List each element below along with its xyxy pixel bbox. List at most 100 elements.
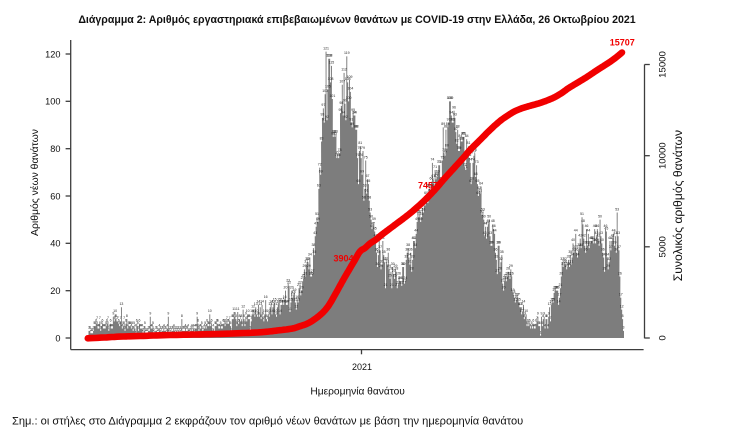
svg-text:15: 15 <box>513 297 517 301</box>
svg-text:37: 37 <box>609 245 613 249</box>
svg-text:6: 6 <box>227 319 229 323</box>
svg-text:100: 100 <box>448 96 454 100</box>
svg-text:2: 2 <box>230 328 232 332</box>
svg-text:24: 24 <box>503 276 507 280</box>
svg-text:9: 9 <box>257 312 259 316</box>
svg-text:5: 5 <box>220 321 222 325</box>
svg-text:24: 24 <box>399 276 403 280</box>
svg-text:3: 3 <box>198 326 200 330</box>
svg-text:36: 36 <box>494 248 498 252</box>
svg-text:75: 75 <box>364 155 368 159</box>
svg-text:7: 7 <box>117 316 119 320</box>
svg-text:8: 8 <box>243 314 245 318</box>
svg-text:85: 85 <box>461 132 465 136</box>
svg-text:6: 6 <box>118 319 120 323</box>
svg-text:2: 2 <box>178 328 180 332</box>
svg-text:62: 62 <box>477 186 481 190</box>
svg-text:37: 37 <box>617 245 621 249</box>
svg-text:4: 4 <box>130 323 132 327</box>
svg-text:3: 3 <box>132 326 134 330</box>
svg-text:3: 3 <box>108 326 110 330</box>
svg-text:119: 119 <box>344 51 350 55</box>
svg-text:51: 51 <box>315 212 319 216</box>
svg-text:8: 8 <box>239 314 241 318</box>
svg-text:53: 53 <box>615 207 619 211</box>
svg-text:13: 13 <box>268 302 272 306</box>
svg-text:2: 2 <box>147 328 149 332</box>
svg-text:85: 85 <box>462 132 466 136</box>
svg-text:4: 4 <box>199 323 201 327</box>
svg-text:63: 63 <box>363 184 367 188</box>
svg-text:108: 108 <box>345 77 351 81</box>
svg-text:6: 6 <box>211 319 213 323</box>
svg-text:9: 9 <box>548 312 550 316</box>
svg-text:4: 4 <box>98 323 100 327</box>
svg-text:20: 20 <box>50 286 60 296</box>
svg-text:29: 29 <box>302 264 306 268</box>
svg-text:42: 42 <box>578 233 582 237</box>
svg-text:4: 4 <box>221 323 223 327</box>
svg-text:4: 4 <box>139 323 141 327</box>
svg-text:15707: 15707 <box>610 38 635 48</box>
svg-text:2: 2 <box>175 328 177 332</box>
svg-text:39: 39 <box>490 241 494 245</box>
svg-text:41: 41 <box>608 236 612 240</box>
svg-text:30: 30 <box>561 262 565 266</box>
svg-text:44: 44 <box>414 229 418 233</box>
svg-text:30: 30 <box>567 262 571 266</box>
svg-text:11: 11 <box>232 307 236 311</box>
svg-text:7: 7 <box>116 316 118 320</box>
svg-text:60: 60 <box>424 191 428 195</box>
svg-text:37: 37 <box>378 245 382 249</box>
svg-text:35: 35 <box>376 250 380 254</box>
svg-text:58: 58 <box>362 196 366 200</box>
svg-text:71: 71 <box>433 165 437 169</box>
svg-text:64: 64 <box>479 181 483 185</box>
svg-text:29: 29 <box>565 264 569 268</box>
svg-text:41: 41 <box>412 236 416 240</box>
svg-text:3: 3 <box>169 326 171 330</box>
svg-text:75: 75 <box>440 155 444 159</box>
svg-text:109: 109 <box>347 75 353 79</box>
svg-text:86: 86 <box>332 129 336 133</box>
svg-text:3: 3 <box>138 326 140 330</box>
svg-text:67: 67 <box>431 174 435 178</box>
svg-text:11: 11 <box>288 307 292 311</box>
svg-text:8: 8 <box>235 314 237 318</box>
svg-text:25: 25 <box>503 274 507 278</box>
svg-text:22: 22 <box>287 281 291 285</box>
svg-text:9: 9 <box>524 312 526 316</box>
svg-text:51: 51 <box>580 212 584 216</box>
svg-text:43: 43 <box>613 231 617 235</box>
svg-text:33: 33 <box>567 255 571 259</box>
svg-text:8: 8 <box>546 314 548 318</box>
svg-text:3: 3 <box>184 326 186 330</box>
svg-text:38: 38 <box>311 243 315 247</box>
svg-text:8: 8 <box>523 314 525 318</box>
svg-text:2: 2 <box>193 328 195 332</box>
svg-text:39: 39 <box>613 241 617 245</box>
svg-text:7: 7 <box>263 316 265 320</box>
svg-text:22: 22 <box>400 281 404 285</box>
svg-text:48: 48 <box>491 219 495 223</box>
svg-text:4: 4 <box>109 323 111 327</box>
svg-text:50: 50 <box>369 214 373 218</box>
svg-text:42: 42 <box>611 233 615 237</box>
svg-text:98: 98 <box>339 101 343 105</box>
svg-text:33: 33 <box>411 255 415 259</box>
svg-text:25: 25 <box>393 274 397 278</box>
svg-text:6: 6 <box>136 319 138 323</box>
svg-text:42: 42 <box>374 233 378 237</box>
svg-text:5: 5 <box>539 321 541 325</box>
svg-text:26: 26 <box>510 271 514 275</box>
svg-text:100: 100 <box>45 97 60 107</box>
svg-text:6: 6 <box>139 319 141 323</box>
svg-text:41: 41 <box>590 236 594 240</box>
svg-text:2: 2 <box>188 328 190 332</box>
svg-text:69: 69 <box>360 170 364 174</box>
svg-text:3: 3 <box>159 326 161 330</box>
svg-text:91: 91 <box>322 117 326 121</box>
svg-text:Διάγραμμα 2: Αριθμός εργαστηρι: Διάγραμμα 2: Αριθμός εργαστηριακά επιβεβ… <box>78 14 635 26</box>
svg-text:9: 9 <box>262 312 264 316</box>
svg-text:34: 34 <box>602 252 606 256</box>
